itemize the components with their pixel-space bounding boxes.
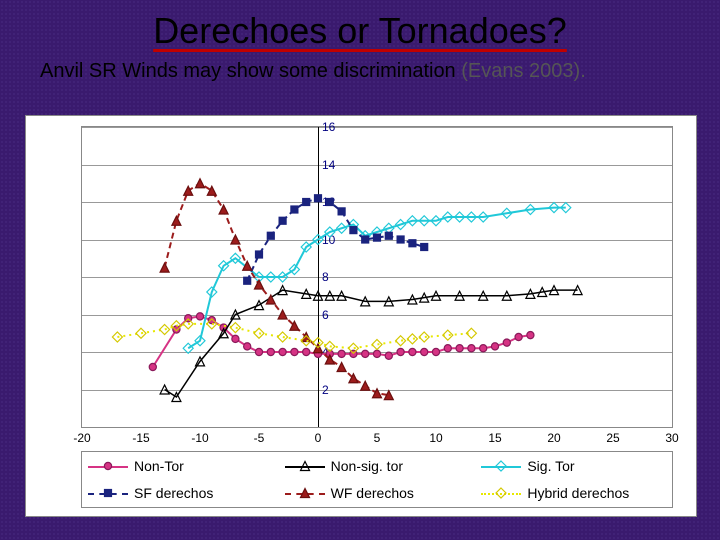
x-tick-label: 5 <box>374 431 381 445</box>
legend-item-wf_derechos: WF derechos <box>279 480 476 508</box>
subtitle-citation: (Evans 2003). <box>461 60 586 82</box>
subtitle-main: Anvil SR Winds may show some discriminat… <box>40 60 461 82</box>
series-marker-sf_derechos <box>421 244 428 251</box>
chart-container: 246810121416-20-15-10-5051015202530 Non-… <box>25 115 697 517</box>
series-marker-non_tor <box>244 343 251 350</box>
legend-swatch <box>88 486 128 500</box>
series-marker-sf_derechos <box>315 195 322 202</box>
legend-label: Non-Tor <box>134 458 184 474</box>
series-marker-non_tor <box>338 350 345 357</box>
series-marker-non_tor <box>303 348 310 355</box>
series-marker-non_tor <box>503 339 510 346</box>
series-marker-wf_derechos <box>172 216 181 225</box>
legend-label: Sig. Tor <box>527 458 574 474</box>
legend-label: WF derechos <box>331 485 414 501</box>
x-tick-label: 10 <box>429 431 442 445</box>
series-marker-hybrid_derechos <box>136 328 146 338</box>
legend-item-non_sig_tor: Non-sig. tor <box>279 452 476 480</box>
series-marker-sf_derechos <box>291 206 298 213</box>
x-tick-label: 15 <box>488 431 501 445</box>
series-marker-non_tor <box>397 348 404 355</box>
x-tick-label: 20 <box>547 431 560 445</box>
series-marker-non_tor <box>432 348 439 355</box>
series-marker-non_tor <box>232 335 239 342</box>
series-marker-non_tor <box>149 363 156 370</box>
series-marker-hybrid_derechos <box>372 340 382 350</box>
legend-swatch <box>88 459 128 473</box>
x-tick-label: -20 <box>73 431 90 445</box>
page-title: Derechoes or Tornadoes? <box>0 0 720 52</box>
series-marker-sf_derechos <box>385 232 392 239</box>
series-marker-non_tor <box>456 345 463 352</box>
series-marker-non_tor <box>480 345 487 352</box>
series-marker-non_tor <box>208 317 215 324</box>
series-line-non_tor <box>153 316 531 367</box>
series-marker-non_tor <box>515 333 522 340</box>
series-marker-sf_derechos <box>267 232 274 239</box>
series-marker-wf_derechos <box>278 310 287 319</box>
series-marker-non_tor <box>409 348 416 355</box>
series-marker-non_tor <box>196 313 203 320</box>
legend-item-sf_derechos: SF derechos <box>82 480 279 508</box>
legend-item-sig_tor: Sig. Tor <box>475 452 672 480</box>
series-marker-non_tor <box>173 326 180 333</box>
x-tick-label: -15 <box>132 431 149 445</box>
legend-label: Non-sig. tor <box>331 458 403 474</box>
series-marker-sf_derechos <box>244 277 251 284</box>
series-marker-wf_derechos <box>337 363 346 372</box>
series-marker-wf_derechos <box>219 205 228 214</box>
series-marker-hybrid_derechos <box>230 323 240 333</box>
series-marker-non_tor <box>279 348 286 355</box>
series-marker-wf_derechos <box>231 235 240 244</box>
legend-swatch <box>481 459 521 473</box>
series-marker-sf_derechos <box>362 236 369 243</box>
legend-swatch <box>481 486 521 500</box>
series-marker-non_tor <box>491 343 498 350</box>
series-marker-hybrid_derechos <box>396 336 406 346</box>
x-tick-label: -10 <box>191 431 208 445</box>
series-marker-non_tor <box>468 345 475 352</box>
series-marker-non_tor <box>255 348 262 355</box>
series-marker-wf_derechos <box>255 280 264 289</box>
series-marker-sf_derechos <box>397 236 404 243</box>
series-marker-sf_derechos <box>326 199 333 206</box>
series-marker-sf_derechos <box>409 240 416 247</box>
series-marker-non_tor <box>373 350 380 357</box>
series-marker-wf_derechos <box>361 381 370 390</box>
x-tick-label: -5 <box>254 431 265 445</box>
x-tick-label: 25 <box>606 431 619 445</box>
series-marker-sf_derechos <box>350 227 357 234</box>
legend-item-hybrid_derechos: Hybrid derechos <box>475 480 672 508</box>
series-marker-sf_derechos <box>374 234 381 241</box>
series-marker-non_tor <box>444 345 451 352</box>
series-marker-hybrid_derechos <box>160 325 170 335</box>
legend-swatch <box>285 459 325 473</box>
series-marker-hybrid_derechos <box>278 332 288 342</box>
series-marker-non_tor <box>362 350 369 357</box>
x-tick-label: 0 <box>315 431 322 445</box>
x-tick-label: 30 <box>665 431 678 445</box>
series-marker-wf_derechos <box>196 179 205 188</box>
series-marker-non_tor <box>267 348 274 355</box>
legend-label: SF derechos <box>134 485 213 501</box>
legend: Non-Tor Non-sig. tor Sig. Tor SF derechos WF… <box>81 451 673 508</box>
legend-label: Hybrid derechos <box>527 485 629 501</box>
series-marker-non_tor <box>421 348 428 355</box>
subtitle: Anvil SR Winds may show some discriminat… <box>0 52 720 87</box>
series-marker-non_tor <box>527 332 534 339</box>
plot-area: 246810121416-20-15-10-5051015202530 <box>81 126 673 428</box>
series-svg <box>82 127 672 427</box>
series-marker-sf_derechos <box>303 199 310 206</box>
legend-swatch <box>285 486 325 500</box>
series-marker-non_tor <box>291 348 298 355</box>
series-line-non_sig_tor <box>165 290 578 397</box>
series-marker-sf_derechos <box>338 208 345 215</box>
series-marker-sf_derechos <box>279 217 286 224</box>
series-marker-non_tor <box>385 352 392 359</box>
legend-item-non_tor: Non-Tor <box>82 452 279 480</box>
series-marker-hybrid_derechos <box>254 328 264 338</box>
series-marker-sf_derechos <box>256 251 263 258</box>
series-marker-wf_derechos <box>160 263 169 272</box>
